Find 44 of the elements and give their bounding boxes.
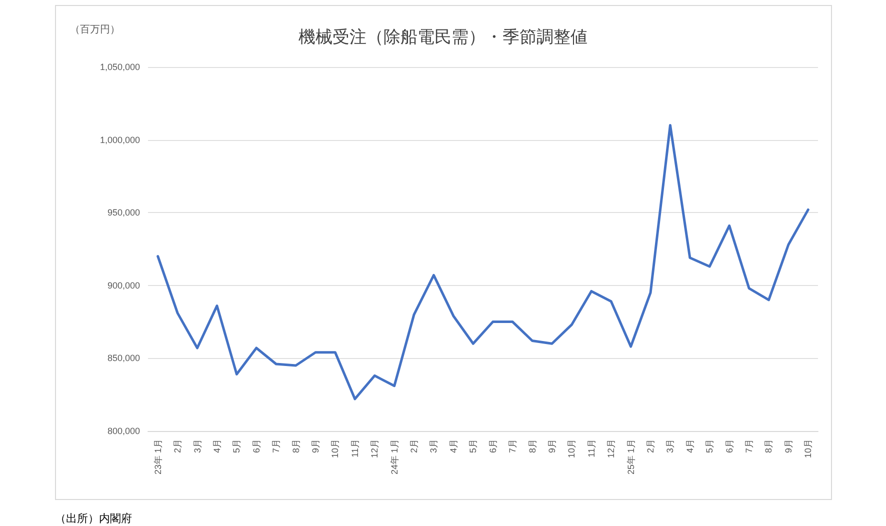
x-tick-label: 4月 [448,439,458,454]
x-tick-label: 23年 1月 [152,439,163,475]
text: （出所）内閣府 [55,512,132,525]
x-tick-label: 2月 [172,439,183,454]
x-tick-label: 11月 [350,439,360,458]
line-series [156,124,810,400]
x-tick-label: 10月 [330,439,340,458]
x-tick-label: 9月 [310,439,320,454]
x-tick-label: 2月 [409,439,420,454]
x-tick-label: 3月 [192,439,202,454]
x-tick-label: 12月 [370,439,380,458]
x-tick-label: 7月 [508,439,518,454]
x-tick-label: 6月 [251,439,262,454]
x-tick-label: 4月 [684,439,695,454]
y-tick-label: 900,000 [107,280,140,290]
x-tick-label: 5月 [468,439,478,454]
y-axis-title: （百万円） [70,24,120,36]
x-tick-label: 24年 1月 [389,439,400,475]
y-tick-label: 950,000 [107,208,140,218]
x-tick-label: 3月 [428,439,439,454]
chart-title: 機械受注（除船電民需）・季節調整値 [298,28,588,48]
x-tick-label: 4月 [212,439,222,454]
x-tick-label: 9月 [783,439,794,454]
y-tick-label: 850,000 [107,353,140,364]
x-tick-label: 10月 [803,439,814,458]
x-tick-label: 5月 [704,439,715,454]
x-tick-label: 11月 [586,439,596,458]
x-tick-label: 7月 [744,439,754,454]
x-tick-label: 6月 [488,439,498,454]
x-tick-label: 3月 [665,439,676,454]
x-tick-label: 12月 [606,439,616,458]
x-tick-label: 8月 [764,439,774,454]
y-tick-label: 1,000,000 [100,134,140,145]
x-tick-label: 8月 [527,439,538,454]
x-tick-label: 5月 [232,439,242,454]
x-tick-label: 10月 [566,439,577,458]
x-tick-label: 2月 [646,439,656,454]
y-tick-label: 800,000 [107,426,140,436]
x-tick-label: 6月 [724,439,734,454]
x-tick-label: 9月 [546,439,557,454]
y-tick-label: 1,050,000 [100,62,140,72]
x-tick-label: 25年 1月 [626,439,636,475]
x-tick-label: 7月 [271,439,282,454]
x-tick-label: 8月 [290,439,301,454]
